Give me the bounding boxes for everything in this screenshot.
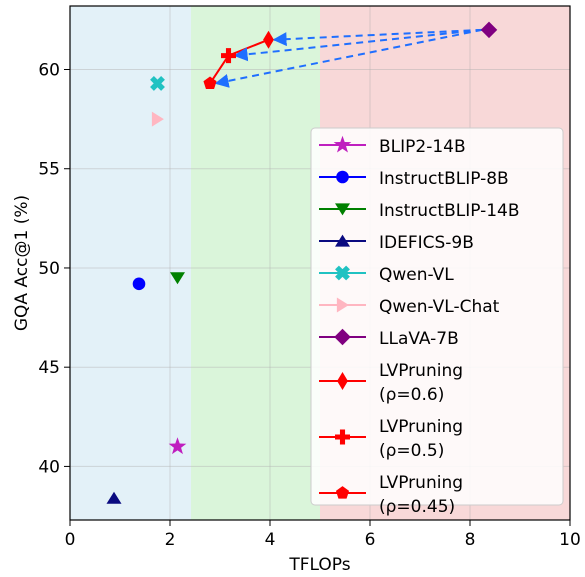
- x-axis-ticks: 0 2 4 6 8 10: [65, 520, 581, 550]
- legend-item: InstructBLIP-14B: [319, 201, 520, 221]
- legend-item: LVPruning (ρ=0.6): [319, 361, 463, 405]
- legend-label: LVPruning (ρ=0.45): [379, 473, 463, 517]
- x-tick-label: 10: [559, 530, 581, 550]
- data-point-circle: [132, 277, 146, 291]
- legend-item: InstructBLIP-8B: [319, 169, 509, 189]
- legend-item: LVPruning (ρ=0.45): [319, 473, 463, 517]
- data-point-diamond: [480, 21, 498, 39]
- legend-item: Qwen-VL: [319, 265, 454, 285]
- legend-marker-circle: [336, 170, 349, 184]
- dashed-arrow: [272, 28, 483, 47]
- legend-label: IDEFICS-9B: [379, 233, 474, 253]
- legend-label: LVPruning (ρ=0.5): [379, 417, 463, 461]
- data-point-plus-filled: [221, 48, 236, 64]
- x-tick-label: 6: [365, 530, 376, 550]
- plot-frame: [69, 5, 571, 521]
- arrows: [214, 28, 483, 88]
- data-point-star: [168, 437, 187, 455]
- y-axis-ticks: 40 45 50 55 60: [38, 61, 70, 477]
- region-0: [70, 6, 191, 520]
- data-point-pentagon: [203, 76, 217, 89]
- legend-label: BLIP2-14B: [379, 137, 466, 157]
- legend-label: LVPruning (ρ=0.6): [379, 361, 463, 405]
- y-tick-label: 50: [38, 259, 60, 279]
- x-tick-label: 4: [265, 530, 276, 550]
- legend-item: LVPruning (ρ=0.5): [319, 417, 463, 461]
- y-tick-label: 45: [38, 358, 60, 378]
- legend-marker-diamond: [334, 328, 351, 346]
- legend-label: InstructBLIP-8B: [379, 169, 509, 189]
- legend-marker-star: [333, 135, 352, 153]
- legend-frame: [310, 127, 564, 506]
- region-1: [191, 6, 320, 520]
- data-point-x-filled: [150, 75, 165, 91]
- data-markers: [106, 21, 498, 504]
- legend-label: Qwen-VL: [379, 265, 454, 285]
- y-tick-label: 55: [38, 160, 60, 180]
- legend-marker-x-filled: [335, 265, 350, 281]
- legend-marker-triangle-up: [335, 234, 350, 247]
- legend-item: LLaVA-7B: [319, 328, 459, 349]
- legend-marker-triangle-right: [336, 297, 349, 313]
- data-point-triangle-right: [151, 111, 164, 127]
- legend-label: InstructBLIP-14B: [379, 201, 520, 221]
- legend-marker-thin-diamond: [337, 372, 348, 390]
- legend-item: BLIP2-14B: [319, 135, 466, 157]
- data-point-triangle-down: [170, 272, 185, 285]
- legend-item: IDEFICS-9B: [319, 233, 474, 253]
- legend-marker-triangle-down: [335, 203, 350, 216]
- x-axis-title: TFLOPs: [288, 555, 350, 575]
- x-tick-label: 2: [165, 530, 176, 550]
- legend-label: LLaVA-7B: [379, 329, 459, 349]
- x-tick-label: 0: [65, 530, 76, 550]
- y-tick-label: 40: [38, 457, 60, 477]
- dashed-arrow: [233, 28, 483, 62]
- data-point-triangle-up: [106, 491, 122, 504]
- y-axis-title: GQA Acc@1 (%): [12, 195, 32, 331]
- legend-marker-pentagon: [335, 486, 350, 499]
- legend: BLIP2-14B InstructBLIP-8B InstructBLIP-14B…: [310, 127, 564, 517]
- data-point-thin-diamond: [263, 30, 274, 49]
- legend-label: Qwen-VL-Chat: [379, 297, 500, 317]
- legend-item: Qwen-VL-Chat: [319, 297, 500, 317]
- x-tick-label: 8: [465, 530, 476, 550]
- dashed-arrow: [214, 28, 483, 88]
- y-tick-label: 60: [38, 61, 60, 81]
- legend-marker-plus-filled: [335, 429, 350, 445]
